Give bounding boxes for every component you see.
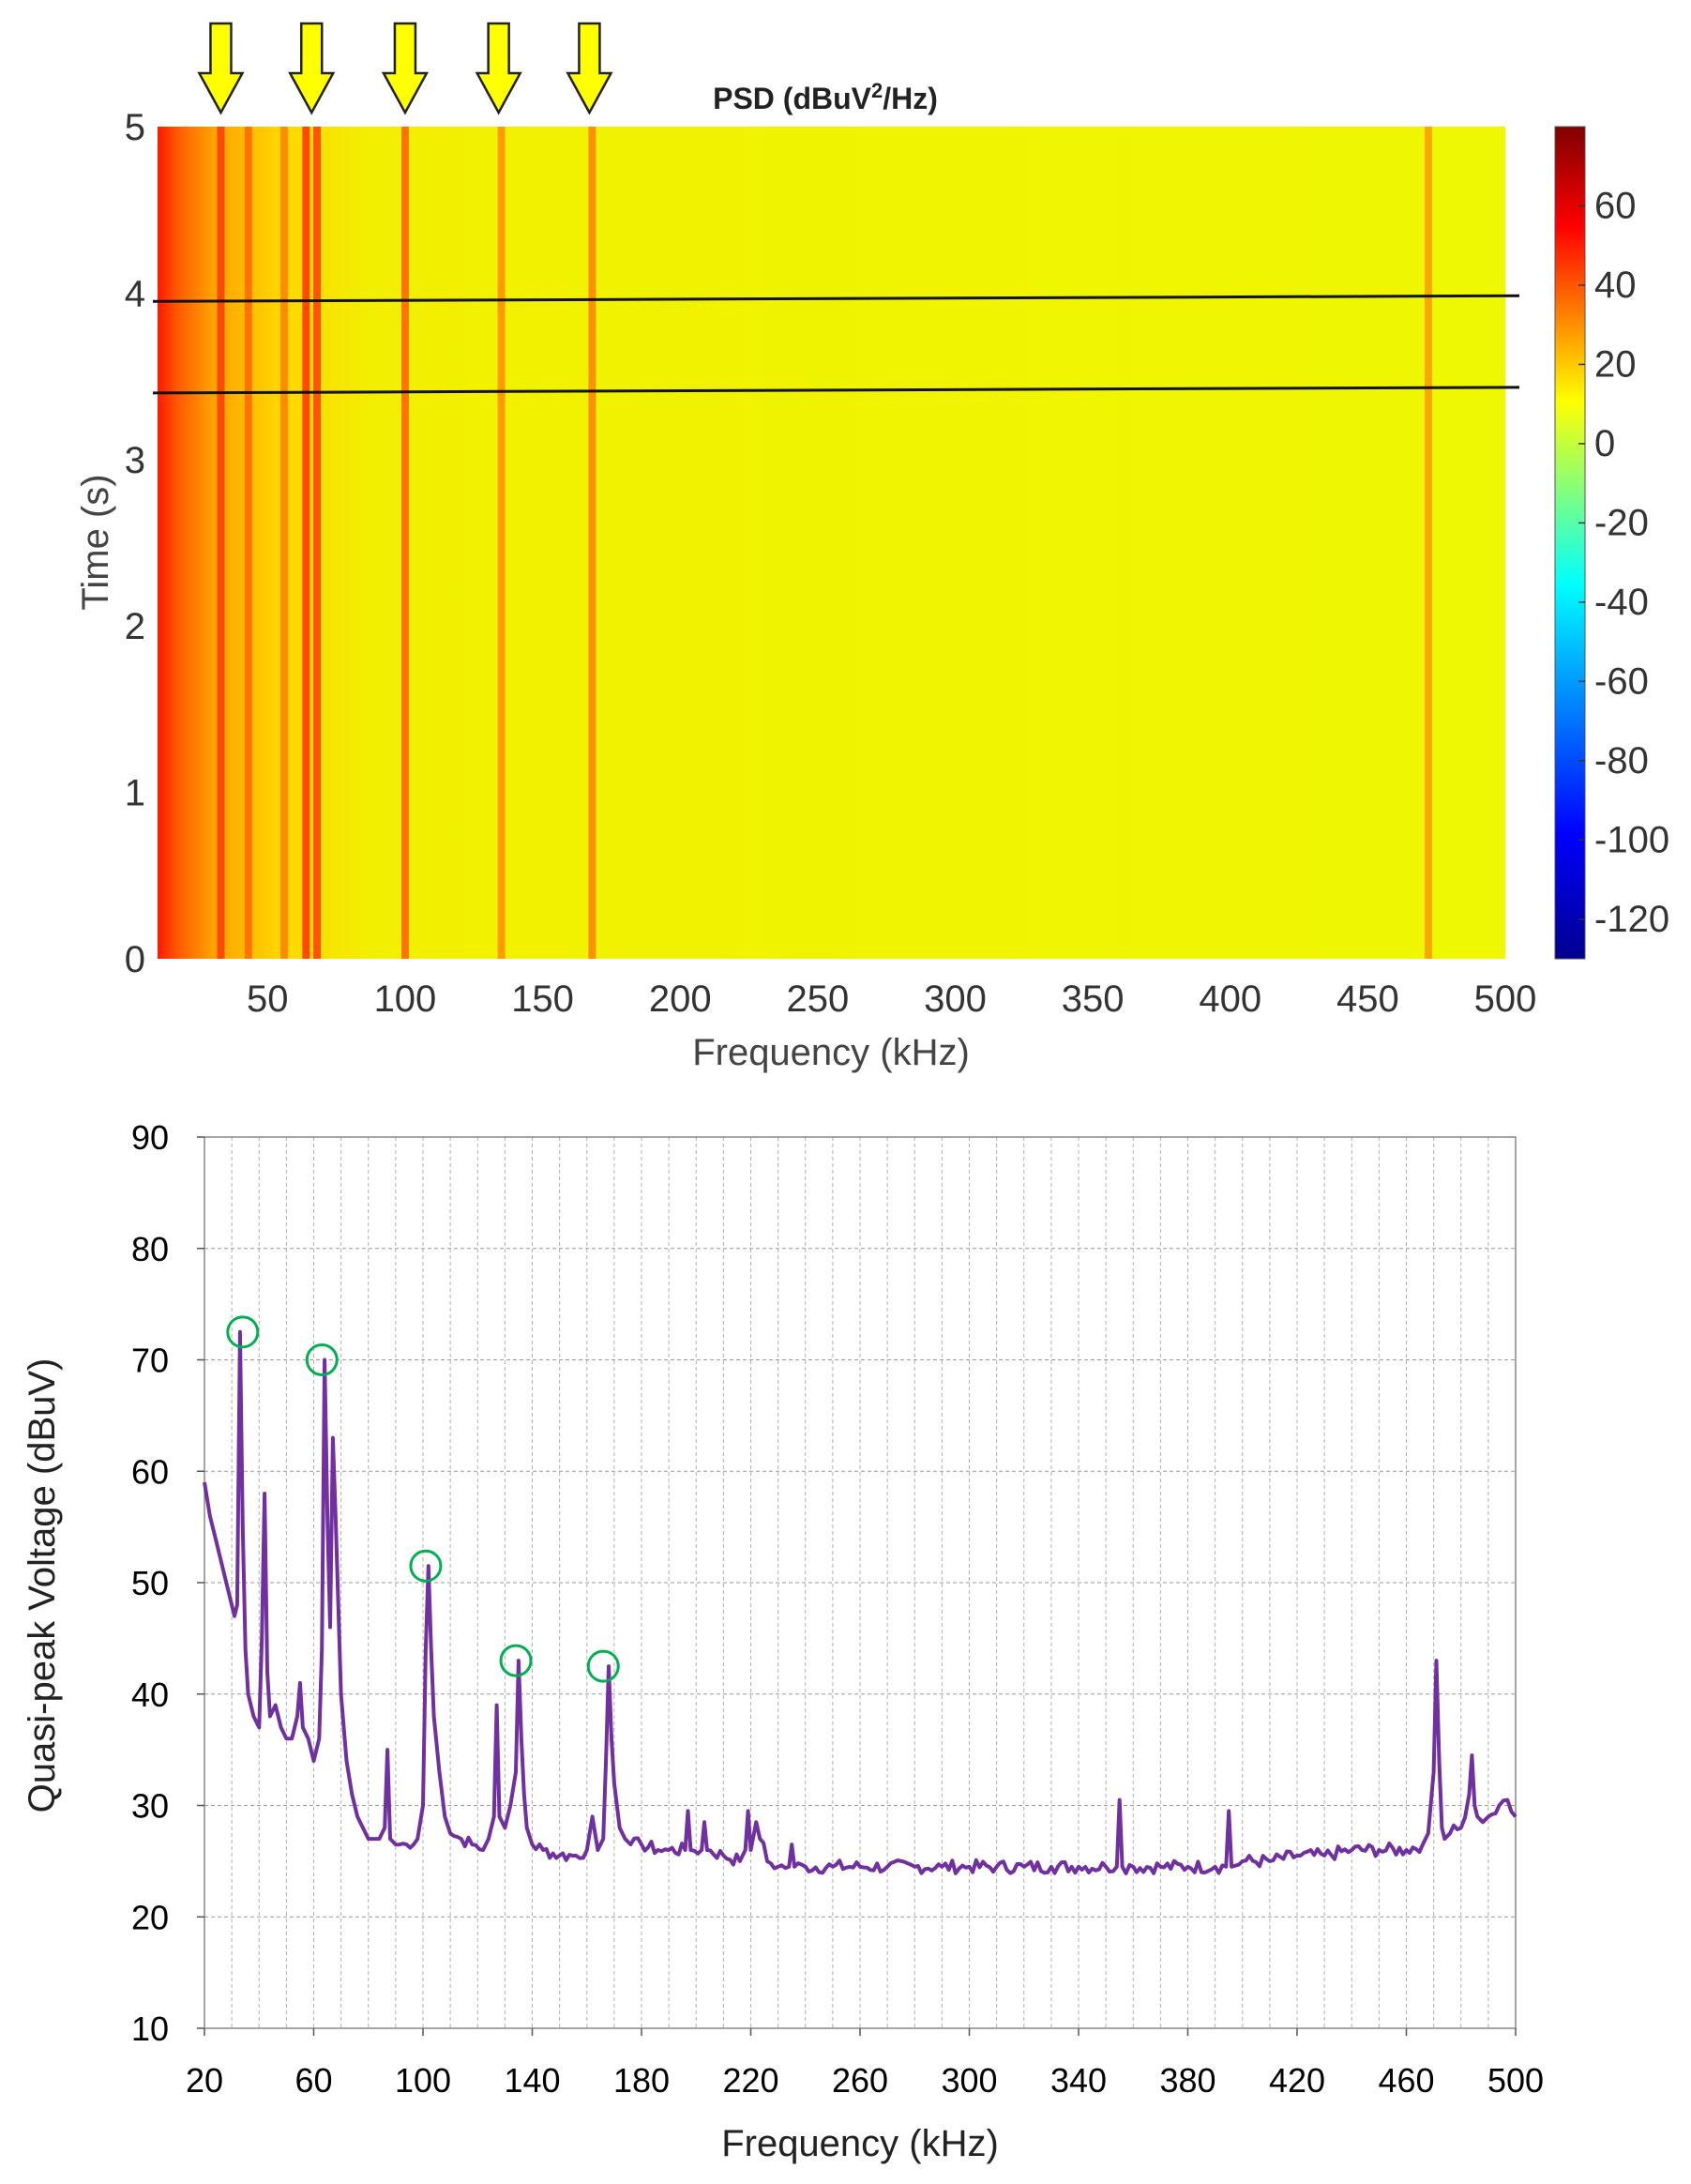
colorbar-tick-label: -40 — [1594, 582, 1649, 623]
y-tick-label: 3 — [125, 440, 145, 481]
colorbar-tick-label: 40 — [1594, 265, 1637, 306]
harmonic-arrows — [197, 22, 613, 115]
y-tick-label: 50 — [131, 1564, 169, 1602]
x-tick-label: 260 — [832, 2061, 888, 2100]
x-tick-label: 100 — [395, 2061, 451, 2100]
y-tick-label: 70 — [131, 1342, 169, 1380]
y-tick-label: 5 — [125, 107, 145, 148]
harmonic-line — [217, 127, 225, 959]
harmonic-arrow — [381, 22, 430, 115]
x-tick-label: 60 — [294, 2061, 332, 2100]
colorbar-tick-label: 0 — [1594, 423, 1615, 464]
harmonic-arrow — [288, 22, 336, 115]
time-line — [152, 294, 1520, 303]
peak-marker-circle — [305, 1343, 339, 1376]
colorbar-tick-label: 20 — [1594, 343, 1637, 385]
x-tick-label: 350 — [1062, 978, 1125, 1020]
x-tick-label: 420 — [1269, 2061, 1325, 2100]
colorbar-tick-label: -100 — [1594, 819, 1669, 860]
harmonic-line — [279, 127, 288, 959]
y-tick-label: 90 — [131, 1118, 169, 1157]
x-tick-label: 220 — [722, 2061, 778, 2100]
y-tick-label: 20 — [131, 1898, 169, 1936]
line-chart-y-ticks: 10 20 30 40 50 60 70 80 90 — [131, 1118, 204, 2048]
y-tick-label: 0 — [125, 939, 145, 980]
colorbar-tick-label: -20 — [1594, 502, 1649, 543]
y-tick-label: 4 — [125, 273, 145, 314]
y-tick-label: 40 — [131, 1676, 169, 1714]
x-tick-label: 460 — [1378, 2061, 1434, 2100]
y-tick-label: 10 — [131, 2010, 169, 2048]
harmonic-line — [400, 127, 409, 959]
x-tick-label: 300 — [941, 2061, 997, 2100]
time-line — [152, 386, 1520, 395]
colorbar-tick-label: -60 — [1594, 660, 1649, 702]
colorbar — [1554, 126, 1586, 960]
colorbar-tick-label: -80 — [1594, 740, 1649, 781]
spectrogram-chart: PSD (dBuV2/Hz) 50 100 150 200 250 300 350 400 45… — [75, 22, 1669, 1073]
peak-marker-circle — [409, 1549, 443, 1583]
harmonic-line — [313, 127, 322, 959]
peak-marker-circle — [226, 1315, 260, 1349]
x-tick-label: 400 — [1199, 978, 1261, 1020]
harmonic-arrow — [197, 22, 245, 115]
quasi-peak-line-chart: 20 60 100 140 180 220 260 300 340 380 420 460 500 10… — [22, 1118, 1544, 2164]
x-tick-label: 150 — [511, 978, 574, 1020]
x-tick-label: 380 — [1159, 2061, 1215, 2100]
line-chart-x-axis-title: Frequency (kHz) — [721, 2123, 999, 2164]
line-chart-y-axis-title: Quasi-peak Voltage (dBuV) — [22, 1358, 63, 1813]
harmonic-arrow — [475, 22, 522, 115]
colorbar-tick-label: 60 — [1594, 185, 1637, 226]
x-tick-label: 340 — [1050, 2061, 1107, 2100]
x-tick-label: 20 — [186, 2061, 223, 2100]
x-tick-label: 250 — [786, 978, 849, 1020]
x-tick-label: 100 — [374, 978, 437, 1020]
x-tick-label: 180 — [613, 2061, 670, 2100]
harmonic-line — [497, 127, 506, 959]
harmonic-arrow — [566, 22, 613, 115]
x-tick-label: 200 — [649, 978, 712, 1020]
spectrogram-x-axis-title: Frequency (kHz) — [692, 1032, 970, 1073]
highlighted-peak-markers — [226, 1315, 620, 1683]
x-tick-label: 500 — [1474, 978, 1537, 1020]
spectrogram-y-ticks: 0 1 2 3 4 5 — [125, 107, 145, 980]
colorbar-ticks: 60 40 20 0 -20 -40 -60 -80 -100 -120 — [1578, 185, 1669, 940]
line-chart-x-ticks: 20 60 100 140 180 220 260 300 340 380 420 460 500 — [186, 2028, 1544, 2100]
spectrogram-harmonic-lines — [217, 127, 1432, 959]
spectrogram-x-ticks: 50 100 150 200 250 300 350 400 450 500 — [247, 978, 1536, 1020]
quasi-peak-series-line — [203, 1329, 1517, 1875]
harmonic-line — [302, 127, 310, 959]
harmonic-line — [244, 127, 252, 959]
y-tick-label: 60 — [131, 1452, 169, 1491]
x-tick-label: 300 — [924, 978, 987, 1020]
spectrogram-plot-area — [158, 127, 1505, 959]
spectrogram-y-axis-title: Time (s) — [75, 474, 116, 610]
peak-marker-circle — [499, 1644, 533, 1677]
y-tick-label: 30 — [131, 1787, 169, 1826]
spectrogram-time-lines — [152, 294, 1520, 395]
x-tick-label: 140 — [504, 2061, 560, 2100]
y-tick-label: 80 — [131, 1230, 169, 1268]
x-tick-label: 450 — [1336, 978, 1399, 1020]
colorbar-tick-label: -120 — [1594, 899, 1669, 940]
y-tick-label: 2 — [125, 606, 145, 647]
peak-marker-circle — [586, 1649, 620, 1683]
y-tick-label: 1 — [125, 773, 145, 814]
harmonic-line — [588, 127, 596, 959]
spectrogram-title: PSD (dBuV2/Hz) — [713, 79, 938, 116]
harmonic-line — [1424, 127, 1432, 959]
x-tick-label: 500 — [1487, 2061, 1544, 2100]
line-chart-grid — [204, 1137, 1516, 2028]
x-tick-label: 50 — [247, 978, 289, 1020]
